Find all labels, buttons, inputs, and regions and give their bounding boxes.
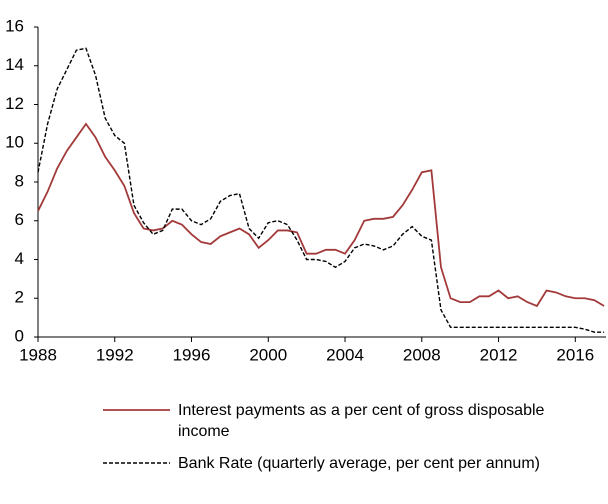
y-tick-label: 4 — [15, 249, 24, 268]
x-tick-label: 1996 — [173, 345, 211, 364]
y-tick-label: 6 — [15, 210, 24, 229]
y-tick-label: 8 — [15, 171, 24, 190]
x-tick-label: 2004 — [326, 345, 364, 364]
x-tick-label: 1988 — [19, 345, 57, 364]
x-tick-label: 1992 — [96, 345, 134, 364]
y-tick-label: 0 — [15, 326, 24, 345]
y-tick-label: 14 — [5, 55, 24, 74]
series-line — [37, 47, 605, 333]
x-tick-label: 2008 — [403, 345, 441, 364]
y-tick-label: 12 — [5, 94, 24, 113]
series-line — [37, 122, 605, 308]
legend-label: Interest payments as a per cent of gross… — [178, 402, 545, 440]
x-tick-label: 2012 — [480, 345, 518, 364]
y-tick-label: 2 — [15, 288, 24, 307]
legend-label: Bank Rate (quarterly average, per cent p… — [178, 455, 540, 472]
x-tick-label: 2016 — [556, 345, 594, 364]
y-tick-label: 10 — [5, 133, 24, 152]
x-tick-label: 2000 — [249, 345, 287, 364]
y-tick-label: 16 — [5, 16, 24, 35]
